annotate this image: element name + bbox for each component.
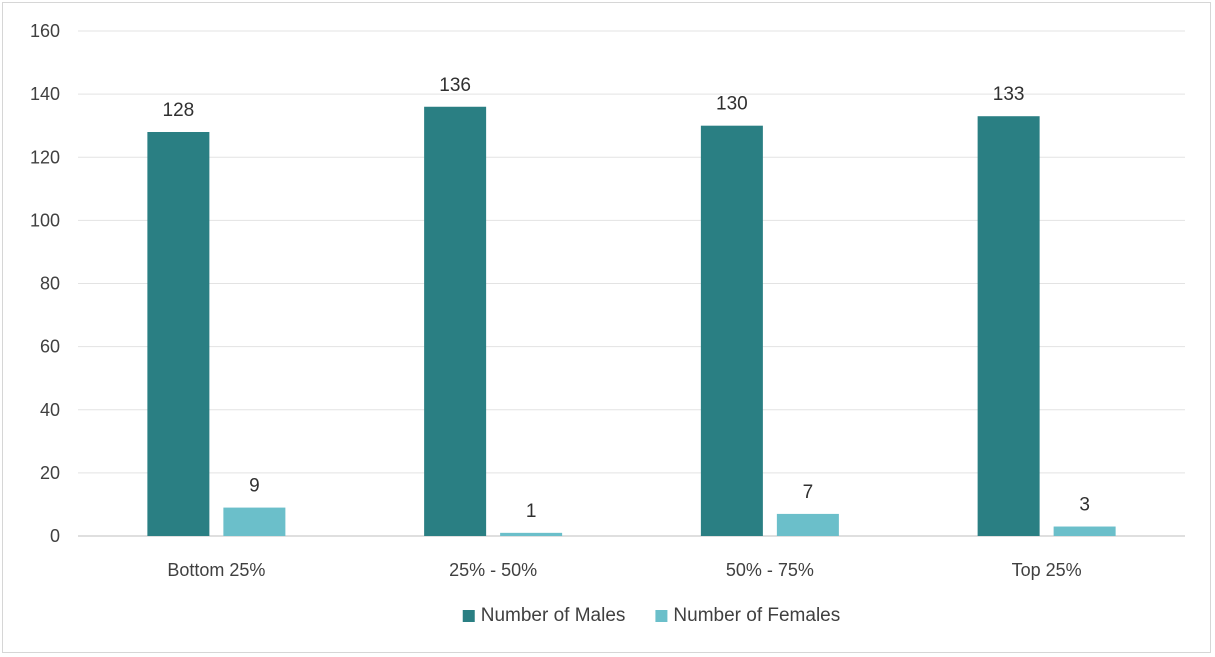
y-tick-label: 20: [40, 463, 60, 483]
data-labels: 128 9 136 1 130 7 133 3: [163, 75, 1090, 522]
legend-swatch-females: [655, 610, 668, 622]
data-label: 133: [993, 84, 1025, 105]
data-label: 130: [716, 94, 748, 115]
category-label: Bottom 25%: [167, 560, 265, 580]
bar-males: [147, 132, 210, 536]
legend: Number of Males Number of Females: [462, 605, 840, 626]
bars: [147, 106, 1116, 536]
y-tick-label: 80: [40, 274, 60, 294]
category-label: Top 25%: [1012, 560, 1082, 580]
bar-females: [500, 532, 563, 536]
data-label: 128: [163, 100, 195, 121]
bar-females: [223, 507, 286, 536]
y-tick-label: 40: [40, 400, 60, 420]
y-tick-label: 140: [30, 84, 60, 104]
y-tick-label: 120: [30, 147, 60, 167]
legend-label: Number of Females: [673, 605, 840, 626]
data-label: 136: [439, 75, 471, 96]
data-label: 1: [526, 501, 537, 522]
bar-males: [424, 106, 487, 536]
data-label: 9: [249, 476, 260, 497]
data-label: 7: [803, 482, 814, 503]
legend-swatch-males: [462, 610, 475, 622]
y-tick-label: 160: [30, 21, 60, 41]
bar-males: [700, 125, 763, 536]
y-tick-label: 60: [40, 337, 60, 357]
legend-label: Number of Males: [481, 605, 626, 626]
y-tick-label: 0: [50, 526, 60, 546]
y-tick-label: 100: [30, 210, 60, 230]
x-axis: Bottom 25% 25% - 50% 50% - 75% Top 25%: [167, 560, 1081, 580]
category-label: 25% - 50%: [449, 560, 537, 580]
category-label: 50% - 75%: [726, 560, 814, 580]
bar-females: [1053, 526, 1116, 536]
y-axis: 0 20 40 60 80 100 120 140 160: [30, 21, 60, 546]
data-label: 3: [1079, 495, 1090, 516]
bar-females: [776, 513, 839, 536]
bar-males: [977, 116, 1040, 536]
